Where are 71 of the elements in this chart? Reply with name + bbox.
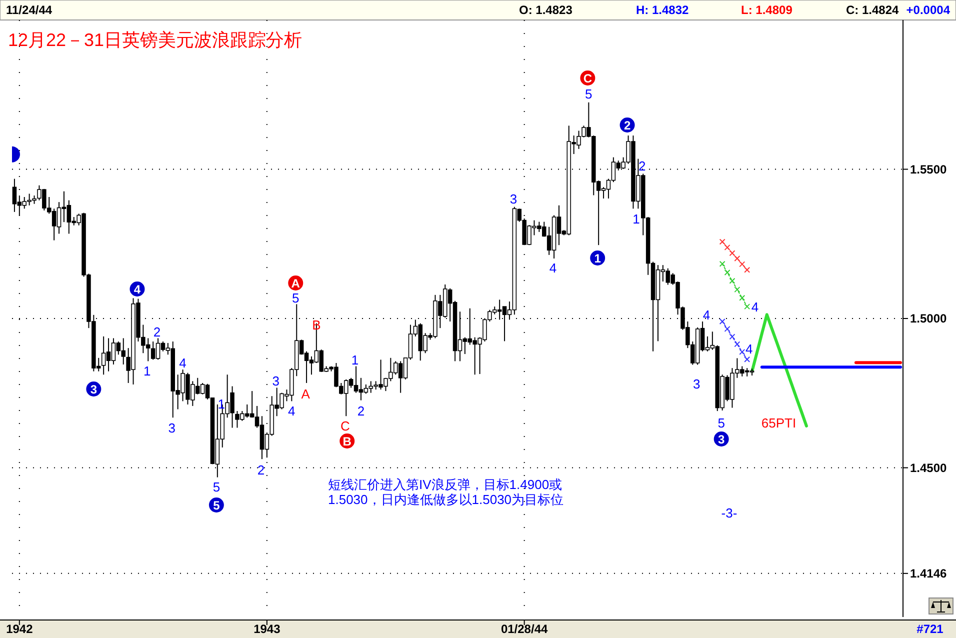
annotation: B <box>312 318 321 332</box>
text: L: 1.4809 <box>741 3 793 17</box>
annotation: 3 <box>90 382 98 396</box>
text: 12月22－31日英镑美元波浪跟踪分析 <box>8 30 302 50</box>
point <box>744 356 750 362</box>
annotation: 4 <box>288 404 296 418</box>
annotation: 5 <box>292 290 300 306</box>
y-tick-label: 1.4146 <box>910 566 948 580</box>
line-series <box>750 313 808 428</box>
annotation: 3 <box>168 420 176 436</box>
annotation: A <box>291 276 300 290</box>
annotation: 3 <box>718 432 725 446</box>
point <box>729 250 736 256</box>
x-tick-label: 01/28/44 <box>500 622 548 636</box>
annotation: 1 <box>144 364 151 378</box>
x-tick-label: 1942 <box>6 622 34 636</box>
annotation: 3 <box>510 192 518 206</box>
point <box>739 261 746 268</box>
y-tick-label: 1.4500 <box>910 460 948 475</box>
annotation: 1 <box>351 352 359 368</box>
annotation: B <box>342 434 352 448</box>
text: H: 1.4832 <box>636 3 690 17</box>
annotation: 5 <box>718 416 725 430</box>
point <box>729 334 736 340</box>
text: +0.0004 <box>906 3 950 17</box>
annotation: A <box>301 386 310 402</box>
annotation: C <box>583 72 592 86</box>
point <box>739 348 746 355</box>
point <box>719 318 726 324</box>
annotation: 3 <box>272 374 280 388</box>
text: O: 1.4823 <box>519 3 573 17</box>
annotation: 4 <box>179 356 186 370</box>
annotation: 1 <box>632 212 640 226</box>
point <box>724 270 730 276</box>
annotation: 2 <box>257 462 265 478</box>
annotation: 5 <box>212 480 220 494</box>
annotation: 5 <box>213 498 220 512</box>
text: 11/24/44 <box>6 3 52 17</box>
annotation: 3 <box>692 376 700 392</box>
point <box>724 244 730 250</box>
point <box>734 256 740 262</box>
point <box>719 238 726 245</box>
annotation: 4 <box>745 342 753 356</box>
point <box>729 278 736 284</box>
annotation: 2 <box>357 404 365 418</box>
point <box>719 260 726 267</box>
annotation: 2 <box>638 158 646 174</box>
annotation: 4 <box>549 260 557 276</box>
annotation: 5 <box>585 86 592 102</box>
point <box>734 341 740 348</box>
annotation: 4 <box>134 282 141 296</box>
point <box>744 266 750 273</box>
annotation: 2 <box>153 324 161 340</box>
y-tick-label: 1.5000 <box>910 312 948 326</box>
point <box>739 294 746 301</box>
point <box>724 326 730 332</box>
y-tick-label: 1.5500 <box>910 162 948 176</box>
annotation: C <box>340 418 350 434</box>
annotation: 65PTI <box>761 416 796 430</box>
annotation: 1 <box>218 396 225 412</box>
point <box>744 304 750 310</box>
annotation: 4 <box>702 308 710 322</box>
text: #721 <box>916 622 944 636</box>
annotation: 4 <box>751 300 759 314</box>
x-tick-label: 1943 <box>254 622 281 636</box>
text: C: 1.4824 <box>846 3 900 17</box>
annotation: 1 <box>594 252 602 266</box>
annotation: -3- <box>721 506 738 520</box>
point <box>734 286 740 293</box>
annotation: 2 <box>624 118 631 132</box>
annotation: 短线汇价进入第IV浪反弹，目标1.4900或 1.5030，日内逢低做多以1.5030为目标位 <box>328 477 564 507</box>
